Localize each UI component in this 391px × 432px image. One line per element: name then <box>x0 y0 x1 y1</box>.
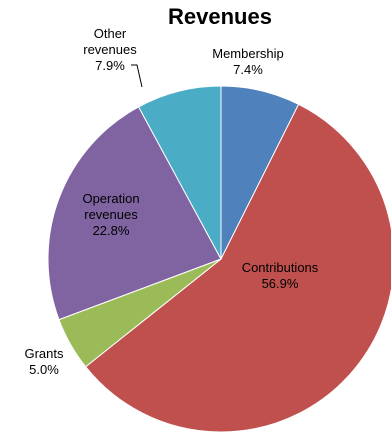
data-label-membership-0: Membership <box>212 46 284 61</box>
data-label-pct-contributions: 56.9% <box>262 276 299 291</box>
data-label-grants-0: Grants <box>24 346 64 361</box>
pie-slice-other-revenues <box>137 85 222 260</box>
data-label-pct-operation-revenues: 22.8% <box>93 223 130 238</box>
pie-slice-operation-revenues <box>47 106 222 321</box>
data-label-operation-revenues-0: Operation <box>82 191 139 206</box>
data-label-pct-grants: 5.0% <box>29 362 59 377</box>
pie-slice-contributions <box>84 103 391 432</box>
leader-line-other-revenues <box>131 64 143 88</box>
data-label-operation-revenues-1: revenues <box>84 207 138 222</box>
data-label-contributions-0: Contributions <box>242 260 319 275</box>
data-label-pct-membership: 7.4% <box>233 62 263 77</box>
chart-title: Revenues <box>168 4 272 29</box>
data-label-other-revenues-0: Other <box>94 26 127 41</box>
data-label-other-revenues-1: revenues <box>83 42 137 57</box>
data-label-pct-other-revenues: 7.9% <box>95 58 125 73</box>
